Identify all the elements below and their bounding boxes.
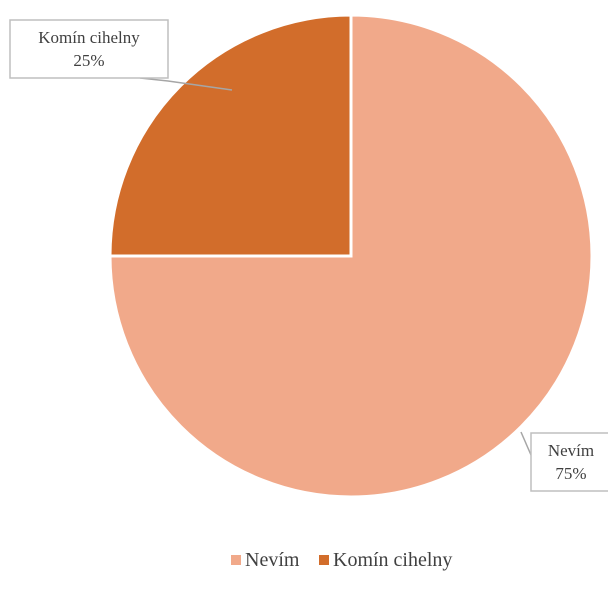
legend-swatch-komin-cihelny bbox=[319, 555, 329, 565]
data-label-value-komin-cihelny: 25% bbox=[73, 51, 104, 70]
data-label-nevim: Nevím 75% bbox=[530, 432, 608, 492]
legend: Nevím Komín cihelny bbox=[231, 549, 452, 571]
pie-slice-nevim bbox=[108, 13, 594, 499]
data-label-box-nevim bbox=[530, 432, 608, 492]
leader-line-nevim bbox=[520, 431, 532, 456]
pie-slices bbox=[108, 13, 594, 499]
data-label-komin-cihelny: Komín cihelny 25% bbox=[9, 19, 169, 79]
legend-swatch-nevim bbox=[231, 555, 241, 565]
pie-slice-komin-cihelny bbox=[108, 13, 353, 258]
legend-label-nevim: Nevím bbox=[245, 549, 300, 571]
data-label-box-komin-cihelny bbox=[9, 19, 169, 79]
leader-line-komin-cihelny bbox=[139, 77, 233, 91]
data-labels: Nevím 75% Komín cihelny 25% bbox=[9, 19, 608, 492]
leader-lines bbox=[139, 77, 532, 456]
data-label-category-nevim: Nevím bbox=[548, 441, 594, 460]
data-label-value-nevim: 75% bbox=[555, 464, 586, 483]
legend-label-komin-cihelny: Komín cihelny bbox=[333, 549, 452, 571]
data-label-category-komin-cihelny: Komín cihelny bbox=[38, 28, 140, 47]
